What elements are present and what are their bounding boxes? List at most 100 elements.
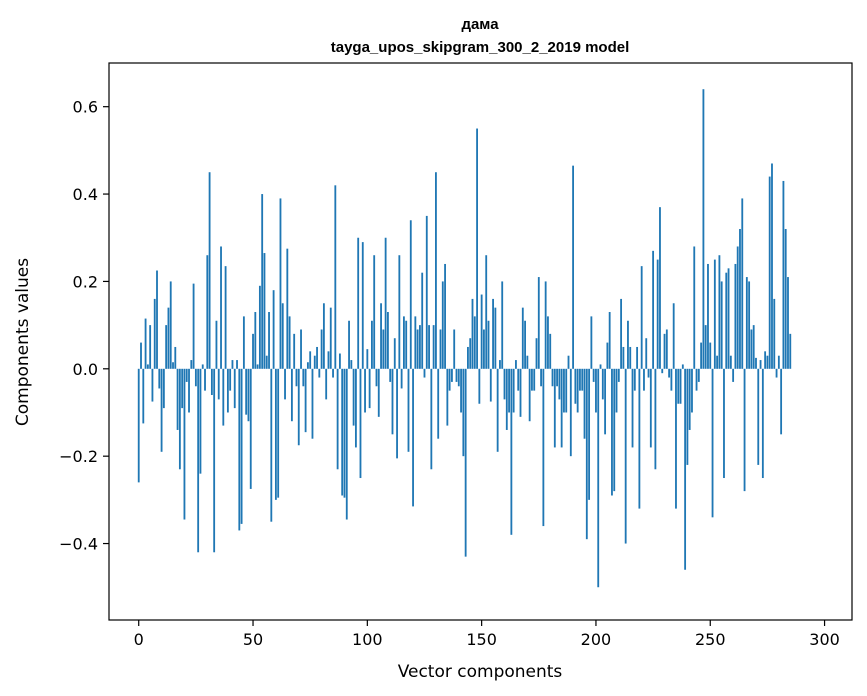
bar-component-204 — [604, 368, 607, 435]
bar-component-219 — [638, 368, 641, 509]
bar-component-177 — [542, 368, 545, 527]
bar-component-44 — [238, 368, 241, 531]
x-tick-label: 150 — [466, 630, 497, 649]
bar-component-200 — [595, 368, 597, 413]
bar-component-4 — [146, 364, 149, 369]
bar-component-255 — [720, 281, 723, 369]
bar-component-95 — [354, 368, 357, 448]
bar-component-261 — [734, 263, 737, 369]
bar-component-250 — [709, 342, 712, 369]
bar-component-229 — [661, 368, 664, 374]
bar-component-126 — [425, 215, 428, 369]
bar-component-11 — [162, 368, 165, 409]
bar-component-130 — [435, 172, 437, 369]
bar-component-57 — [268, 312, 270, 369]
bar-component-120 — [412, 368, 414, 507]
bar-component-97 — [359, 368, 362, 479]
bar-component-8 — [156, 270, 158, 369]
bar-component-279 — [775, 368, 778, 378]
bar-component-231 — [665, 329, 668, 369]
bar-component-198 — [590, 316, 593, 369]
bar-component-16 — [174, 346, 177, 369]
bar-component-153 — [487, 320, 490, 369]
bar-component-175 — [537, 277, 540, 369]
bar-component-271 — [757, 368, 760, 465]
bar-component-132 — [439, 329, 442, 369]
bar-component-19 — [181, 368, 184, 409]
bar-component-226 — [654, 368, 657, 470]
bar-component-40 — [229, 368, 232, 391]
bar-component-3 — [144, 318, 147, 369]
bar-component-156 — [494, 307, 497, 369]
bar-component-223 — [647, 368, 650, 378]
bar-component-46 — [242, 316, 245, 369]
bar-component-60 — [274, 368, 277, 500]
y-tick-label: 0.2 — [73, 272, 98, 291]
bar-component-199 — [592, 368, 595, 382]
bar-component-93 — [350, 360, 353, 369]
bar-component-25 — [194, 368, 197, 387]
bar-component-119 — [409, 220, 412, 369]
bar-component-87 — [336, 368, 339, 470]
bar-component-5 — [149, 325, 152, 369]
bar-component-262 — [736, 246, 739, 369]
x-tick-label: 200 — [581, 630, 612, 649]
bar-component-196 — [585, 368, 588, 540]
y-tick-label: 0.4 — [73, 185, 98, 204]
bar-component-70 — [297, 368, 300, 446]
x-axis-ticks: 0 50 100 150 200 250 300 — [134, 620, 840, 649]
bar-component-17 — [176, 368, 179, 430]
bar-component-228 — [659, 207, 661, 369]
bar-component-246 — [700, 342, 703, 369]
bar-component-193 — [579, 368, 581, 391]
bar-component-168 — [521, 307, 524, 369]
bar-component-224 — [649, 368, 652, 448]
bar-component-27 — [199, 368, 202, 474]
bar-component-24 — [192, 283, 195, 369]
bar-component-112 — [393, 338, 396, 369]
bar-component-137 — [451, 368, 453, 382]
bar-component-61 — [277, 368, 280, 498]
bar-component-33 — [213, 368, 216, 553]
bar-component-74 — [306, 362, 309, 369]
bar-component-69 — [295, 368, 298, 387]
bar-component-276 — [768, 176, 771, 369]
bar-component-104 — [375, 368, 378, 387]
bar-component-50 — [252, 333, 254, 369]
bar-component-277 — [771, 163, 773, 369]
bar-component-23 — [190, 360, 193, 369]
bar-component-249 — [707, 263, 709, 369]
bar-component-169 — [524, 320, 526, 369]
y-tick-label: 0.6 — [73, 98, 98, 117]
bar-component-22 — [188, 368, 190, 413]
bar-component-167 — [519, 368, 522, 417]
bar-component-275 — [766, 355, 769, 369]
bar-component-181 — [551, 368, 554, 387]
bar-component-236 — [677, 368, 680, 404]
bar-component-180 — [549, 333, 552, 369]
bar-component-149 — [478, 368, 481, 404]
bar-component-143 — [464, 368, 467, 557]
x-tick-label: 0 — [134, 630, 144, 649]
bar-component-32 — [210, 368, 213, 396]
bar-component-163 — [510, 368, 513, 535]
bar-component-187 — [565, 368, 568, 413]
bar-component-133 — [441, 281, 444, 369]
bar-component-56 — [265, 355, 268, 369]
bar-component-197 — [588, 368, 591, 500]
bar-component-205 — [606, 342, 609, 369]
bar-component-140 — [457, 368, 460, 387]
bar-component-194 — [581, 368, 584, 391]
bar-component-280 — [777, 355, 780, 369]
bar-component-0 — [137, 368, 140, 483]
bar-component-94 — [352, 368, 355, 426]
bar-component-90 — [343, 368, 346, 498]
bar-component-213 — [624, 368, 627, 544]
bar-component-78 — [316, 346, 318, 369]
bar-component-43 — [236, 360, 238, 369]
bar-component-158 — [499, 360, 501, 369]
bar-component-254 — [718, 255, 721, 369]
bar-component-80 — [320, 329, 323, 369]
bar-component-206 — [608, 312, 611, 369]
bar-component-77 — [313, 355, 316, 369]
